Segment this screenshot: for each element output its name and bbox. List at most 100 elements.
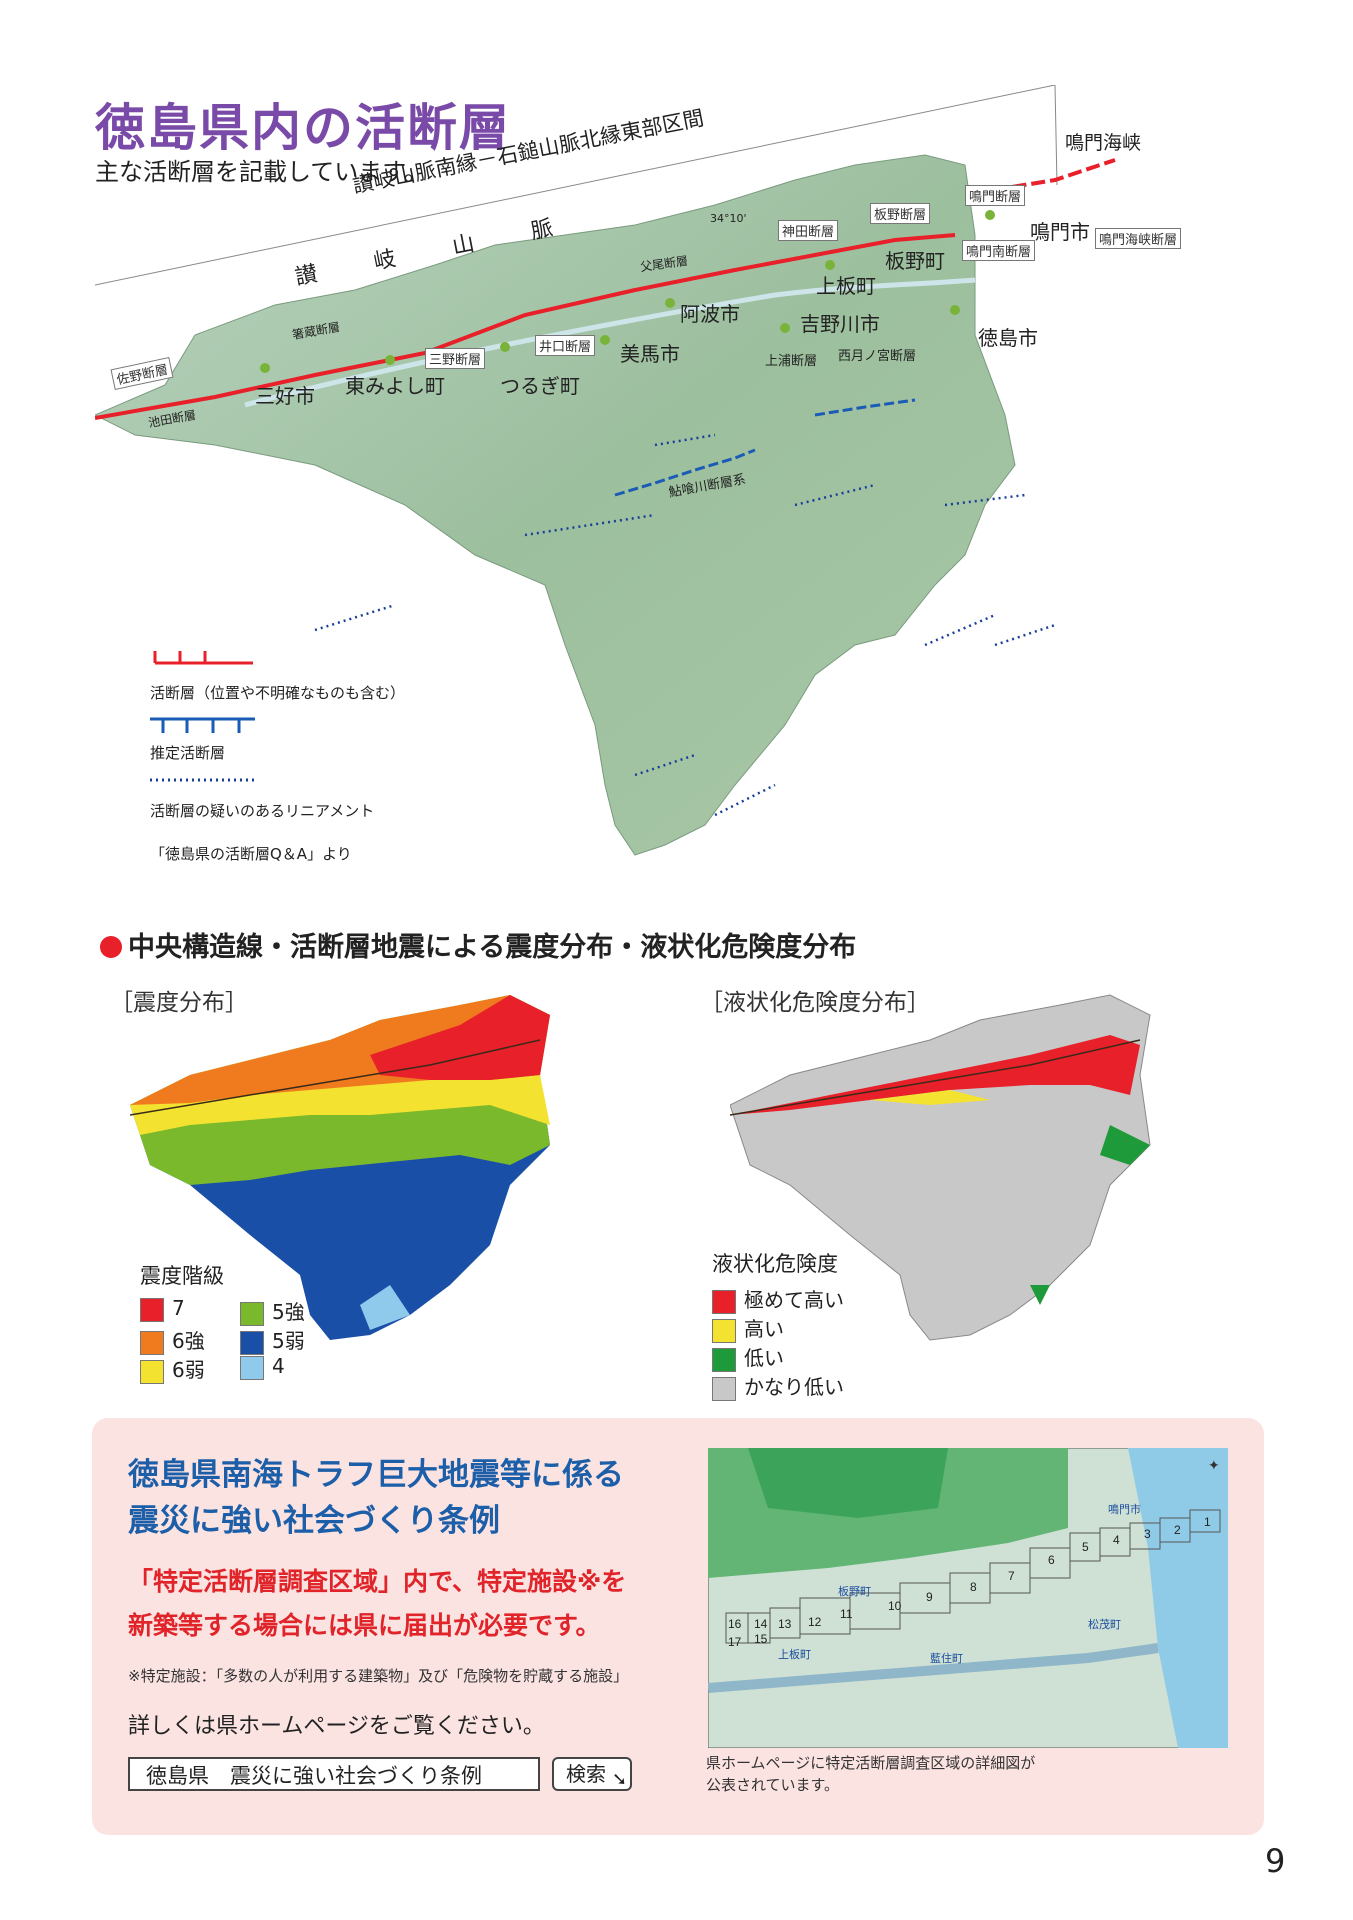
see-more-text: 詳しくは県ホームページをご覧ください。	[128, 1714, 545, 1739]
grid-number: 13	[778, 1617, 792, 1631]
lineament	[634, 753, 696, 777]
swatch	[712, 1376, 736, 1401]
seismic-level: 5強	[240, 1296, 305, 1326]
lineament	[924, 613, 996, 647]
grid-number: 17	[728, 1635, 742, 1649]
legend-estimated-text: 推定活断層	[150, 744, 226, 762]
seismic-map-title: ［震度分布］	[110, 990, 248, 1016]
city-label: 三好市	[255, 384, 315, 408]
cursor-icon: ➘	[612, 1769, 628, 1790]
tokushima-land	[95, 154, 1016, 856]
map-place: 鳴門市	[1108, 1502, 1141, 1516]
city-label: 美馬市	[620, 342, 680, 366]
city-dot	[600, 335, 610, 345]
liquefaction-level: 極めて高い	[712, 1284, 844, 1314]
fault-label: 鳴門断層	[965, 185, 1026, 206]
lineament	[714, 783, 776, 817]
grid-number: 8	[970, 1580, 977, 1594]
city-dot	[500, 342, 510, 352]
north-arrow-icon: ✦	[1208, 1458, 1220, 1474]
lineament	[654, 433, 716, 447]
search-input[interactable]: 徳島県 震災に強い社会づくり条例	[128, 1757, 540, 1791]
swatch	[240, 1301, 264, 1326]
fault-label: 神田断層	[778, 220, 839, 241]
lineament	[794, 483, 876, 507]
legend-estimated-symbol	[150, 717, 255, 733]
liquefaction-level: 高い	[712, 1313, 784, 1343]
city-dot	[950, 305, 960, 315]
swatch	[140, 1297, 164, 1322]
grid-number: 2	[1174, 1523, 1181, 1537]
swatch	[240, 1330, 264, 1355]
swatch	[140, 1330, 164, 1355]
seismic-level: 7	[140, 1296, 185, 1322]
seismic-level: 4	[240, 1354, 285, 1380]
grid-number: 9	[926, 1590, 933, 1604]
liquefaction-map	[730, 994, 1151, 1341]
legend-lineament-text: 活断層の疑いのあるリニアメント	[150, 802, 375, 820]
swatch	[240, 1355, 264, 1380]
swatch	[140, 1359, 164, 1384]
legend-source: 「徳島県の活断層Q＆A」より	[150, 845, 352, 863]
map-place: 藍住町	[930, 1651, 963, 1665]
grid-number: 14	[754, 1617, 768, 1631]
fault-label: 西月ノ宮断層	[838, 349, 917, 364]
page-title: 徳島県内の活断層	[95, 99, 511, 157]
legend-active-symbol	[153, 651, 253, 665]
strait-label: 鳴門海峡	[1065, 132, 1142, 154]
map-place: 松茂町	[1088, 1617, 1121, 1631]
grid-number: 7	[1008, 1569, 1015, 1583]
estimated-fault-line	[814, 398, 916, 417]
grid-number: 1	[1204, 1515, 1211, 1529]
city-dot	[780, 323, 790, 333]
seismic-intensity-map	[130, 995, 550, 1340]
fault-label: 板野断層	[870, 203, 931, 224]
grid-number: 4	[1113, 1533, 1120, 1547]
coord-label: 34°10'	[710, 212, 747, 225]
seismic-legend-title: 震度階級	[140, 1264, 224, 1288]
city-label: 鳴門市	[1030, 220, 1090, 244]
fault-label: 井口断層	[535, 335, 596, 356]
swatch	[712, 1318, 736, 1343]
active-fault-line	[95, 233, 956, 420]
grid-number: 3	[1144, 1527, 1151, 1541]
city-label: つるぎ町	[500, 374, 580, 398]
city-dot	[985, 210, 995, 220]
city-label: 徳島市	[978, 326, 1038, 350]
grid-number: 6	[1048, 1553, 1055, 1567]
fault-label: 上浦断層	[765, 354, 818, 369]
city-dot	[260, 363, 270, 373]
map-caption: 県ホームページに特定活断層調査区域の詳細図が 公表されています。	[706, 1754, 1036, 1794]
liquefaction-legend-title: 液状化危険度	[712, 1252, 838, 1276]
fault-label: 鳴門海峡断層	[1095, 228, 1182, 249]
map-place: 上板町	[778, 1647, 811, 1661]
legend-active-text: 活断層（位置や不明確なものも含む）	[150, 684, 406, 702]
grid-number: 16	[728, 1617, 742, 1631]
liquefaction-level: かなり低い	[712, 1371, 844, 1401]
ordinance-title: 徳島県南海トラフ巨大地震等に係る 震災に強い社会づくり条例	[128, 1457, 624, 1539]
page-subtitle: 主な活断層を記載しています。	[95, 158, 428, 186]
grid-number: 11	[840, 1607, 853, 1621]
seismic-level: 6強	[140, 1325, 205, 1355]
grid-number: 15	[754, 1632, 768, 1646]
grid-number: 10	[888, 1599, 902, 1613]
city-dot	[825, 260, 835, 270]
city-label: 板野町	[885, 249, 945, 273]
bullet-icon	[100, 936, 122, 958]
swatch	[712, 1289, 736, 1314]
lineament	[524, 513, 656, 537]
city-label: 東みよし町	[345, 374, 445, 398]
lineament	[944, 493, 1026, 507]
estimated-fault-line	[614, 448, 756, 497]
lineament	[314, 603, 396, 632]
active-fault-map	[95, 85, 1116, 856]
city-label: 阿波市	[680, 302, 740, 326]
liquefaction-map-title: ［液状化危険度分布］	[700, 990, 930, 1016]
grid-number: 5	[1082, 1540, 1089, 1554]
city-label: 上板町	[816, 274, 876, 298]
grid-number: 12	[808, 1615, 822, 1629]
seismic-level: 5弱	[240, 1325, 305, 1355]
city-label: 吉野川市	[800, 312, 880, 336]
search-button[interactable]: 検索 ➘	[552, 1757, 632, 1791]
